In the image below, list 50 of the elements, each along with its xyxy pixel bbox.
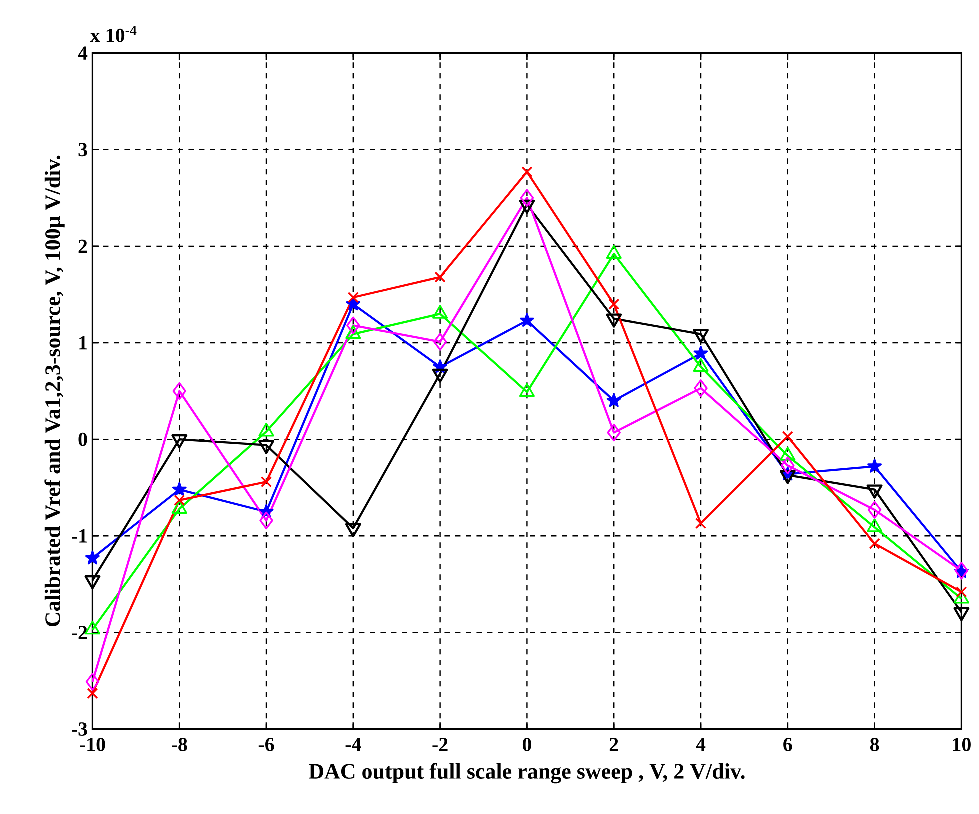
- point: [522, 166, 533, 178]
- y-tick-label: -1: [72, 530, 87, 543]
- point: [520, 313, 534, 328]
- point: [174, 494, 186, 506]
- point: [346, 316, 360, 334]
- y-tick-label: 0: [78, 432, 88, 446]
- point: [782, 431, 794, 442]
- point: [433, 333, 448, 351]
- point: [172, 382, 186, 400]
- x-tick-label: -8: [172, 738, 188, 752]
- point: [86, 550, 100, 565]
- point: [260, 512, 274, 530]
- x-tick-label: -6: [258, 738, 274, 752]
- x-tick-label: -4: [346, 738, 362, 752]
- point: [87, 688, 98, 700]
- point: [260, 476, 272, 488]
- x-tick-label: -10: [80, 738, 106, 752]
- x-tick-label: 6: [784, 738, 792, 752]
- x-tick-label: -2: [432, 738, 448, 752]
- point: [694, 346, 708, 360]
- point: [348, 292, 359, 304]
- point: [520, 189, 534, 208]
- text: x 10$^{-4}$: [90, 26, 137, 42]
- point: [606, 393, 622, 408]
- y-tick-label: 1: [80, 336, 87, 350]
- y-tick-label: 3: [78, 143, 88, 157]
- point: [956, 586, 968, 598]
- point: [868, 501, 882, 519]
- x-tick-label: 8: [870, 738, 880, 752]
- x-tick-label: 10: [953, 738, 971, 752]
- point: [695, 518, 707, 530]
- point: [869, 538, 880, 550]
- y-tick-label: -3: [72, 722, 88, 736]
- y-tick-label: -2: [72, 626, 88, 640]
- point: [346, 296, 361, 311]
- x-tick-label: 0: [522, 738, 532, 752]
- point: [608, 298, 620, 310]
- point: [434, 272, 446, 283]
- point: [607, 424, 621, 442]
- x-tick-label: 2: [610, 738, 618, 752]
- point: [868, 459, 882, 473]
- x-tick-label: 4: [696, 738, 706, 752]
- x-axis-title: DAC output full scale range sweep , V, 2 V/div.: [309, 763, 745, 784]
- point: [172, 482, 187, 496]
- y-axis-title: Calibrated Vref and Va1,2,3-source, V, 100μ V/div.: [44, 156, 65, 627]
- point: [781, 456, 795, 475]
- point: [86, 673, 100, 691]
- point: [694, 380, 708, 398]
- y-tick-label: 2: [78, 240, 88, 254]
- y-tick-label: 4: [78, 46, 88, 60]
